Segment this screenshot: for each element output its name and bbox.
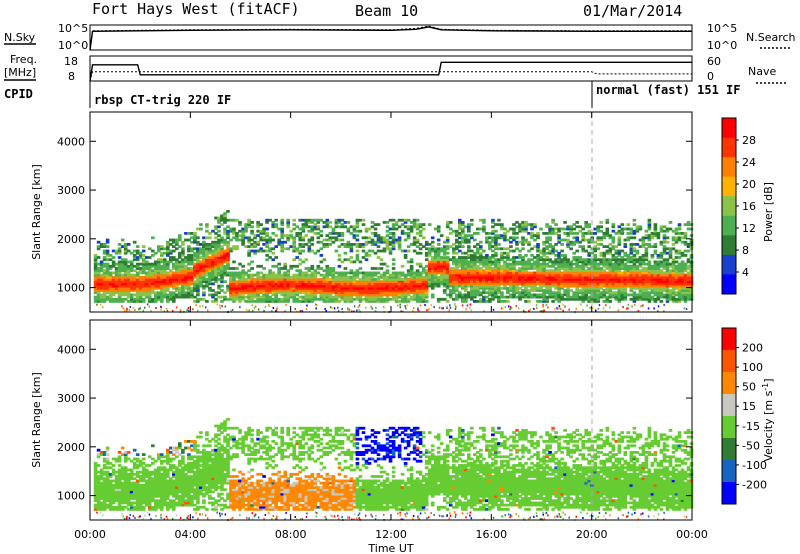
velocity-ytick-4000: 4000 — [57, 343, 85, 356]
velocity-colorbar-tick: 15 — [742, 400, 756, 413]
cpid-mode-2: normal (fast) 151 IF — [596, 83, 741, 97]
power-colorbar-tick: 20 — [742, 178, 756, 191]
velocity-colorbar-segment — [722, 416, 736, 439]
xtick-0: 00:00 — [74, 528, 106, 541]
nsearch-line — [89, 25, 692, 51]
xtick-3: 12:00 — [375, 528, 407, 541]
xtick-4: 16:00 — [475, 528, 507, 541]
noise-tick-bottom-right: 10^0 — [707, 39, 737, 52]
noise-tick-bottom-left: 10^0 — [58, 39, 88, 52]
velocity-colorbar-segment — [722, 460, 736, 483]
velocity-panel: 1000 2000 3000 4000 Slant Range [km] 200 100… — [30, 319, 775, 521]
velocity-ytick-3000: 3000 — [57, 392, 85, 405]
power-ytick-1000: 1000 — [57, 282, 85, 295]
cpid-mode-1: rbsp CT-trig 220 IF — [94, 93, 231, 107]
power-colorbar-tick: 12 — [742, 222, 756, 235]
nave-line — [89, 71, 692, 82]
velocity-colorbar-tick: -15 — [742, 420, 760, 433]
xtick-5: 20:00 — [576, 528, 608, 541]
frequency-panel: Freq. [MHz] 18 8 60 0 Nave — [4, 53, 788, 84]
velocity-colorbar-label: Velocity [m s-1] — [761, 378, 775, 461]
power-colorbar-tick: 8 — [742, 244, 749, 257]
velocity-colorbar-tick: -50 — [742, 439, 760, 452]
velocity-colorbar-tick: 100 — [742, 361, 763, 374]
freq-tick-18: 18 — [64, 55, 78, 68]
power-colorbar-segment — [722, 118, 736, 139]
velocity-colorbar-segment — [722, 350, 736, 373]
cpid-label: CPID — [4, 87, 33, 101]
xtick-2: 08:00 — [275, 528, 307, 541]
power-ylabel: Slant Range [km] — [30, 164, 43, 260]
power-colorbar-segment — [722, 235, 736, 256]
xtick-1: 04:00 — [174, 528, 206, 541]
velocity-colorbar-segment — [722, 328, 736, 351]
power-colorbar-segment — [722, 176, 736, 197]
velocity-colorbar-segment — [722, 394, 736, 417]
velocity-colorbar-segment — [722, 372, 736, 395]
power-ytick-4000: 4000 — [57, 135, 85, 148]
power-colorbar-segment — [722, 254, 736, 275]
nsky-label: N.Sky — [4, 31, 36, 44]
noise-panel: N.Sky 10^5 10^0 10^5 10^0 N.Search — [4, 22, 796, 52]
velocity-ytick-2000: 2000 — [57, 441, 85, 454]
nave-tick-0: 0 — [707, 70, 714, 83]
power-colorbar-tick: 4 — [742, 266, 749, 279]
velocity-colorbar-tick: -200 — [742, 478, 767, 491]
noise-tick-top-right: 10^5 — [707, 22, 737, 35]
velocity-ylabel: Slant Range [km] — [30, 372, 43, 468]
station-title: Fort Hays West (fitACF) — [92, 0, 300, 18]
velocity-ytick-1000: 1000 — [57, 490, 85, 503]
noise-tick-top-left: 10^5 — [58, 22, 88, 35]
power-ytick-3000: 3000 — [57, 184, 85, 197]
cpid-panel: CPID rbsp CT-trig 220 IF normal (fast) 1… — [4, 81, 741, 108]
power-panel: 1000 2000 3000 4000 Slant Range [km] 28 24 20… — [30, 111, 775, 313]
nsearch-label: N.Search — [746, 31, 796, 44]
velocity-colorbar-segment — [722, 438, 736, 461]
power-colorbar-segment — [722, 137, 736, 158]
nave-label: Nave — [748, 65, 776, 78]
power-colorbar-segment — [722, 196, 736, 217]
power-colorbar-label: Power [dB] — [762, 182, 775, 242]
xlabel: Time UT — [367, 542, 413, 554]
power-colorbar-tick: 16 — [742, 200, 756, 213]
freq-unit-label: [MHz] — [4, 66, 36, 79]
freq-label: Freq. — [10, 53, 37, 66]
velocity-colorbar-tick: 50 — [742, 381, 756, 394]
beam-title: Beam 10 — [355, 2, 418, 20]
frequency-line — [89, 61, 692, 82]
velocity-colorbar-tick: -100 — [742, 459, 767, 472]
velocity-colorbar-segment — [722, 482, 736, 505]
power-colorbar-tick: 28 — [742, 134, 756, 147]
power-colorbar-segment — [722, 215, 736, 236]
power-ytick-2000: 2000 — [57, 233, 85, 246]
date-title: 01/Mar/2014 — [583, 2, 682, 20]
power-colorbar-segment — [722, 274, 736, 295]
freq-tick-8: 8 — [68, 70, 75, 83]
xtick-6: 00:00 — [676, 528, 708, 541]
nsky-line — [89, 26, 692, 51]
nave-tick-60: 60 — [707, 55, 721, 68]
velocity-colorbar-tick: 200 — [742, 342, 763, 355]
power-colorbar-segment — [722, 157, 736, 178]
power-colorbar-tick: 24 — [742, 156, 756, 169]
